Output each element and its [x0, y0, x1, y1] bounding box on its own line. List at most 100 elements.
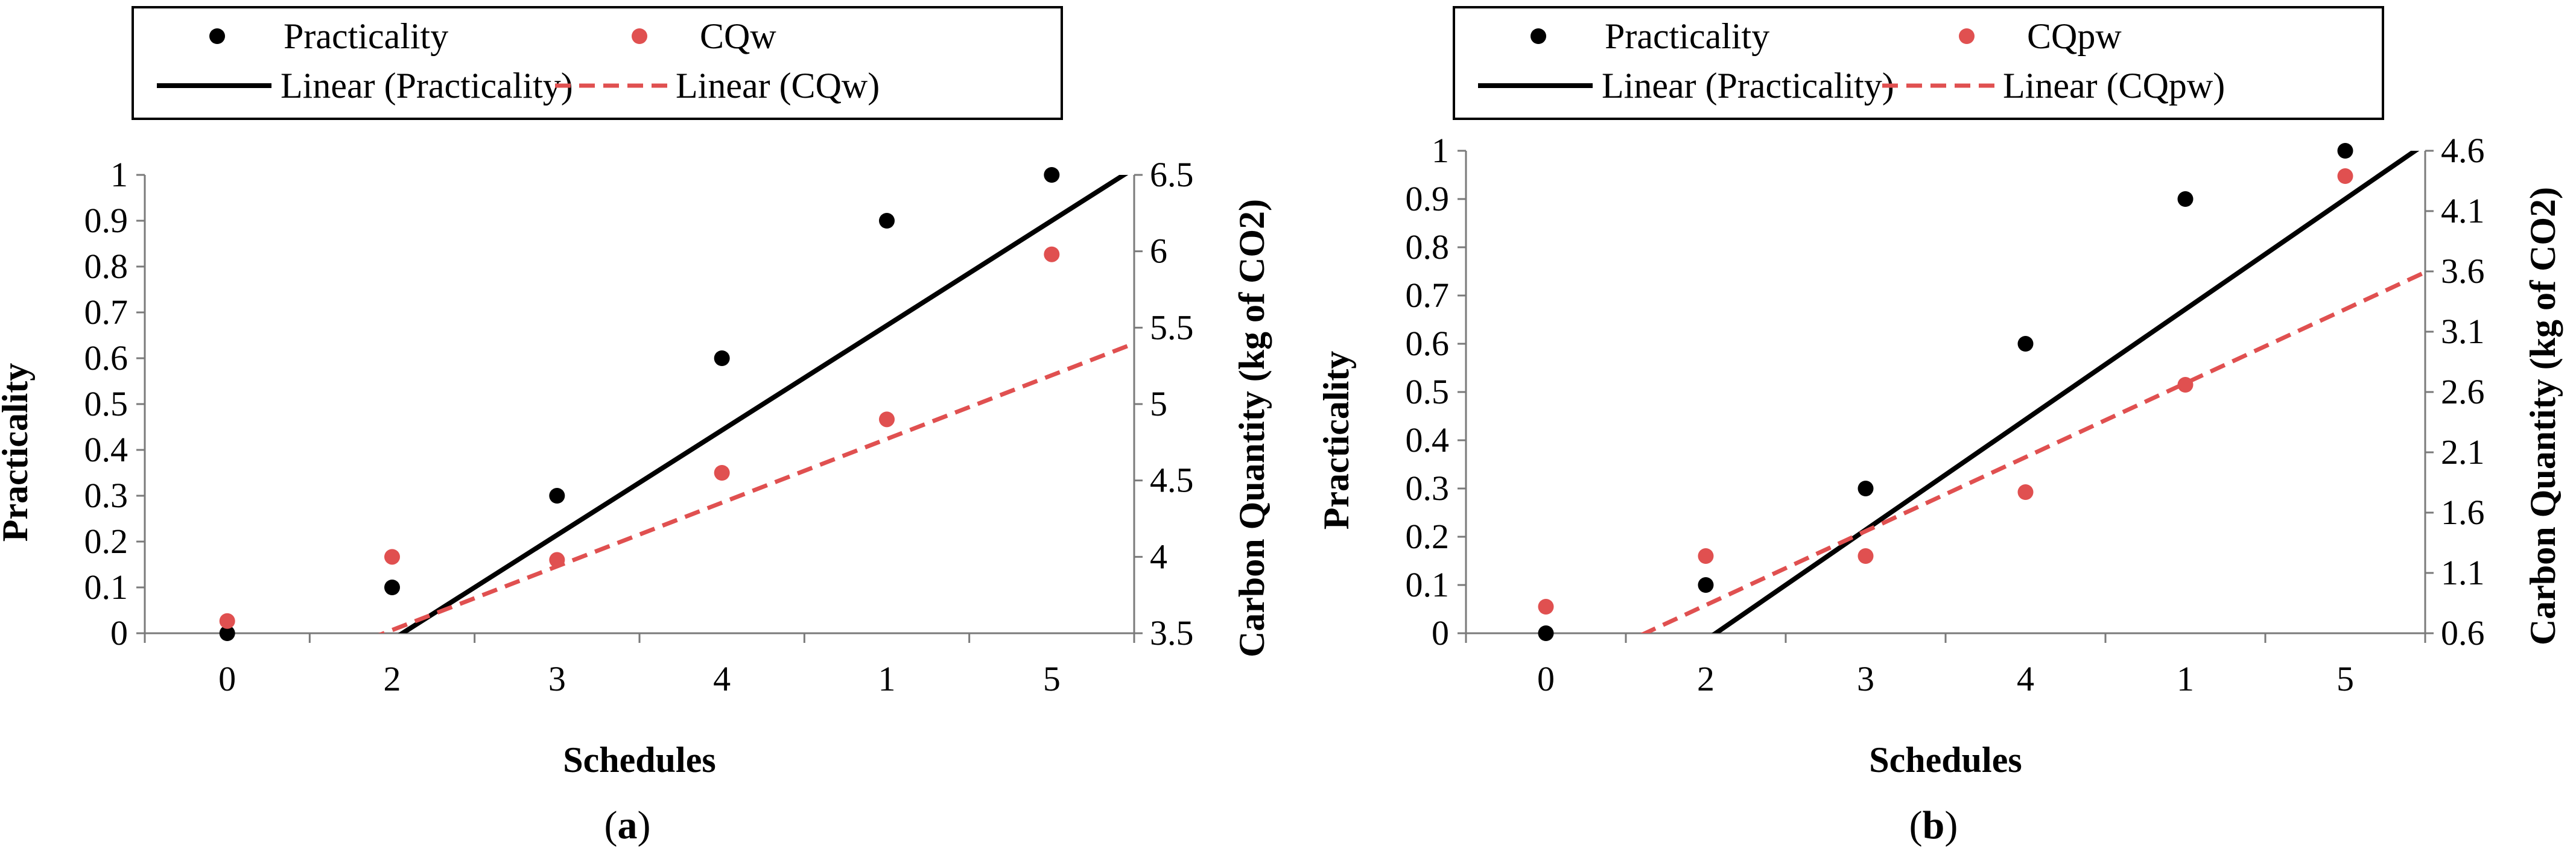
- data-point-cqpw: [2017, 484, 2034, 500]
- x-tick-label: 3: [1857, 659, 1874, 698]
- y-tick-label-left: 0: [1432, 613, 1449, 653]
- y-tick-label-left: 1: [110, 155, 128, 194]
- data-point-practicality: [384, 580, 400, 595]
- legend: Practicality CQpw Linear (Practicality) Lin…: [1453, 6, 2384, 120]
- y-tick-label-right: 5: [1150, 384, 1167, 423]
- data-point-practicality: [2017, 336, 2034, 352]
- data-point-practicality: [879, 213, 895, 229]
- data-point-cqw: [879, 411, 895, 428]
- data-point-practicality: [2177, 191, 2194, 207]
- legend-marker-cq: [1959, 28, 1975, 44]
- trendline-linear-cqpw: [1640, 270, 2425, 633]
- y-axis-title-left: Practicality: [0, 363, 35, 542]
- y-tick-label-left: 0.1: [1406, 565, 1450, 604]
- x-tick-label: 0: [218, 659, 236, 698]
- legend-box: [132, 6, 1063, 120]
- y-axis-title-right: Carbon Quantity (kg of CO2): [1232, 199, 1272, 657]
- y-tick-label-right: 4.5: [1150, 461, 1194, 500]
- y-tick-label-right: 3.1: [2441, 312, 2485, 351]
- x-tick-label: 5: [1043, 659, 1061, 698]
- x-tick-label: 2: [1697, 659, 1715, 698]
- x-tick-label: 3: [548, 659, 566, 698]
- legend-label: Practicality: [1605, 16, 1769, 56]
- y-tick-label-left: 0.5: [84, 384, 128, 423]
- y-tick-label-right: 1.6: [2441, 493, 2485, 532]
- legend-marker-practicality: [209, 28, 225, 44]
- y-tick-label-right: 5.5: [1150, 308, 1194, 347]
- data-point-practicality: [1538, 625, 1554, 641]
- x-tick-label: 1: [2177, 659, 2194, 698]
- y-tick-label-left: 0.9: [1406, 179, 1450, 218]
- trendline-linear-practicality: [398, 175, 1129, 633]
- y-tick-label-left: 0.2: [1406, 517, 1450, 556]
- y-tick-label-right: 2.1: [2441, 432, 2485, 472]
- legend-label: CQw: [700, 16, 776, 56]
- y-axis-title-left: Practicality: [1316, 351, 1356, 530]
- y-tick-label-left: 0.9: [84, 201, 128, 240]
- data-point-cqpw: [2177, 377, 2194, 393]
- legend: Practicality CQw Linear (Practicality) Line…: [132, 6, 1063, 120]
- y-tick-label-left: 0.8: [1406, 227, 1450, 267]
- y-tick-label-left: 0.7: [84, 292, 128, 332]
- x-tick-label: 0: [1537, 659, 1555, 698]
- y-tick-label-left: 0.8: [84, 247, 128, 286]
- data-point-cqpw: [1857, 548, 1874, 564]
- y-tick-label-left: 0.5: [1406, 372, 1450, 411]
- y-tick-label-left: 0.6: [1406, 324, 1450, 363]
- y-tick-label-left: 0.3: [1406, 469, 1450, 508]
- data-point-practicality: [714, 350, 730, 366]
- y-tick-label-right: 3.5: [1150, 613, 1194, 653]
- legend-label: Linear (Practicality): [1602, 66, 1894, 106]
- data-point-cqw: [1044, 246, 1060, 262]
- trendline-linear-cqw: [378, 341, 1134, 633]
- legend-box: [1453, 6, 2384, 120]
- data-point-practicality: [549, 488, 565, 504]
- legend-label: Practicality: [284, 16, 448, 56]
- x-tick-label: 4: [2017, 659, 2034, 698]
- data-point-practicality: [219, 625, 235, 641]
- legend-marker-cq: [632, 28, 647, 44]
- y-tick-label-right: 4.1: [2441, 191, 2485, 230]
- y-tick-label-left: 0.6: [84, 338, 128, 378]
- panel-label: (a): [604, 803, 651, 847]
- y-tick-label-left: 0.4: [84, 430, 128, 469]
- x-axis-title: Schedules: [1869, 740, 2022, 780]
- y-tick-label-right: 6: [1150, 232, 1167, 271]
- legend-label: Linear (CQw): [676, 66, 880, 106]
- x-tick-label: 4: [713, 659, 731, 698]
- y-tick-label-right: 4: [1150, 537, 1167, 576]
- y-tick-label-left: 0.1: [84, 568, 128, 607]
- data-point-cqpw: [2337, 168, 2353, 184]
- legend-label: Linear (CQpw): [2003, 66, 2225, 106]
- legend-marker-practicality: [1531, 28, 1546, 44]
- legend-label: CQpw: [2027, 16, 2122, 56]
- data-point-cqw: [384, 549, 400, 565]
- y-tick-label-left: 1: [1432, 131, 1449, 170]
- data-point-practicality: [1044, 167, 1060, 183]
- data-point-practicality: [1857, 481, 1874, 496]
- y-tick-label-left: 0.3: [84, 476, 128, 515]
- y-tick-label-left: 0: [110, 613, 128, 653]
- panel-label: (b): [1909, 803, 1958, 847]
- data-point-cqw: [219, 613, 235, 629]
- data-point-cqpw: [1698, 548, 1714, 564]
- chart-panel-a: 0 0.1 0.2 0.3 0.4 0.5 0.6 0.7 0.8 0.9 1 3.5 4 4.5 5 5.5…: [0, 6, 1272, 847]
- x-tick-label: 1: [878, 659, 896, 698]
- trendline-linear-practicality: [1712, 151, 2420, 633]
- y-tick-label-right: 3.6: [2441, 251, 2485, 291]
- y-tick-label-right: 6.5: [1150, 155, 1194, 194]
- data-point-practicality: [2337, 143, 2353, 159]
- y-tick-label-right: 1.1: [2441, 553, 2485, 592]
- y-axis-title-right: Carbon Quantity (kg of CO2): [2523, 187, 2563, 645]
- data-point-cqw: [714, 465, 730, 481]
- x-tick-label: 5: [2336, 659, 2354, 698]
- data-point-practicality: [1698, 577, 1714, 593]
- x-axis-title: Schedules: [563, 740, 715, 780]
- y-tick-label-left: 0.7: [1406, 276, 1450, 315]
- legend-label: Linear (Practicality): [281, 66, 573, 106]
- chart-panel-b: 0 0.1 0.2 0.3 0.4 0.5 0.6 0.7 0.8 0.9 1 0.6 1.1 1.6 2.…: [1316, 6, 2563, 847]
- y-tick-label-left: 0.2: [84, 522, 128, 561]
- y-tick-label-right: 2.6: [2441, 372, 2485, 411]
- y-tick-label-right: 4.6: [2441, 131, 2485, 170]
